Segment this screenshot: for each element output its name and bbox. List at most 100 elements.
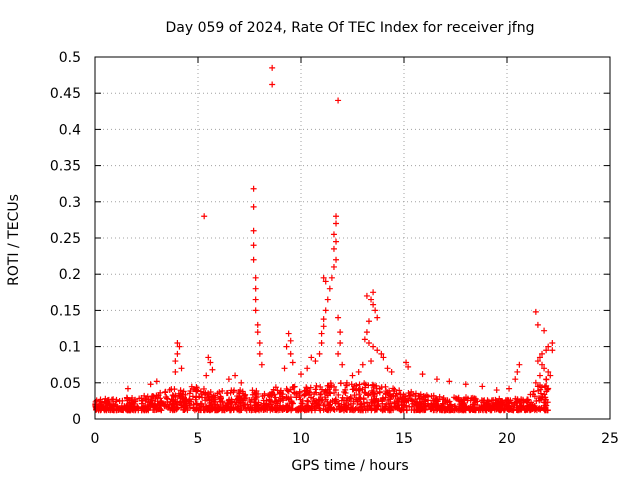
data-point <box>172 368 179 375</box>
band-point <box>167 398 174 405</box>
data-point <box>335 97 342 104</box>
data-point <box>549 339 556 346</box>
data-point <box>289 359 296 366</box>
y-tick-label: 0.35 <box>50 159 81 175</box>
band-point <box>353 387 360 394</box>
band-point <box>391 399 398 406</box>
band-point <box>382 403 389 410</box>
band-point <box>277 389 284 396</box>
data-point <box>363 292 370 299</box>
band-point <box>304 402 311 409</box>
data-point <box>250 256 257 263</box>
band-point <box>529 401 536 408</box>
data-point <box>512 376 519 383</box>
data-point <box>462 381 469 388</box>
data-point <box>153 378 160 385</box>
band-point <box>395 402 402 409</box>
data-point <box>532 308 539 315</box>
band-point <box>381 406 388 413</box>
data-point <box>207 359 214 366</box>
band-point <box>202 390 209 397</box>
data-point <box>372 307 379 314</box>
data-point <box>370 343 377 350</box>
data-point <box>534 383 541 390</box>
band-point <box>362 407 369 414</box>
data-point <box>250 242 257 249</box>
band-point <box>266 396 273 403</box>
data-point <box>269 64 276 71</box>
band-point <box>372 397 379 404</box>
data-point <box>543 347 550 354</box>
band-point <box>421 398 428 405</box>
band-point <box>271 397 278 404</box>
band-point <box>489 402 496 409</box>
band-point <box>412 390 419 397</box>
band-point <box>365 390 372 397</box>
data-point <box>174 339 181 346</box>
band-point <box>335 391 342 398</box>
data-point <box>514 368 521 375</box>
band-point <box>472 395 479 402</box>
band-point <box>446 404 453 411</box>
x-tick-label: 25 <box>601 431 619 447</box>
x-tick-label: 5 <box>194 431 203 447</box>
data-point <box>543 376 550 383</box>
band-point <box>370 382 377 389</box>
band-point <box>189 393 196 400</box>
data-point <box>374 314 381 321</box>
data-point <box>541 327 548 334</box>
band-point <box>401 402 408 409</box>
band-point <box>317 391 324 398</box>
data-point <box>318 330 325 337</box>
band-point <box>146 398 153 405</box>
data-point <box>324 296 331 303</box>
band-point <box>469 401 476 408</box>
band-point <box>226 396 233 403</box>
band-point <box>105 396 112 403</box>
band-point <box>105 407 112 414</box>
band-point <box>321 394 328 401</box>
band-point <box>249 407 256 414</box>
band-point <box>370 390 377 397</box>
band-point <box>514 398 521 405</box>
band-point <box>208 406 215 413</box>
band-point <box>536 397 543 404</box>
band-point <box>279 395 286 402</box>
band-point <box>142 396 149 403</box>
band-point <box>291 390 298 397</box>
data-point <box>337 339 344 346</box>
band-point <box>348 381 355 388</box>
band-point <box>480 397 487 404</box>
y-tick-label: 0.25 <box>50 231 81 247</box>
band-point <box>369 398 376 405</box>
band-point <box>397 391 404 398</box>
band-point <box>266 402 273 409</box>
band-point <box>211 401 218 408</box>
band-point <box>542 406 549 413</box>
band-point <box>495 405 502 412</box>
band-point <box>384 389 391 396</box>
band-point <box>286 404 293 411</box>
data-point <box>380 354 387 361</box>
x-tick-label: 20 <box>498 431 516 447</box>
band-point <box>116 398 123 405</box>
band-point <box>386 407 393 414</box>
band-point <box>364 399 371 406</box>
band-point <box>246 396 253 403</box>
data-point <box>349 372 356 379</box>
data-point <box>254 329 261 336</box>
band-point <box>368 407 375 414</box>
data-point <box>368 296 375 303</box>
band-point <box>319 397 326 404</box>
band-point <box>497 406 504 413</box>
data-point <box>370 289 377 296</box>
band-point <box>353 396 360 403</box>
band-point <box>156 402 163 409</box>
band-point <box>128 399 135 406</box>
band-point <box>196 407 203 414</box>
band-point <box>251 398 258 405</box>
data-point <box>545 343 552 350</box>
data-point <box>333 238 340 245</box>
data-point <box>326 285 333 292</box>
band-point <box>252 395 259 402</box>
